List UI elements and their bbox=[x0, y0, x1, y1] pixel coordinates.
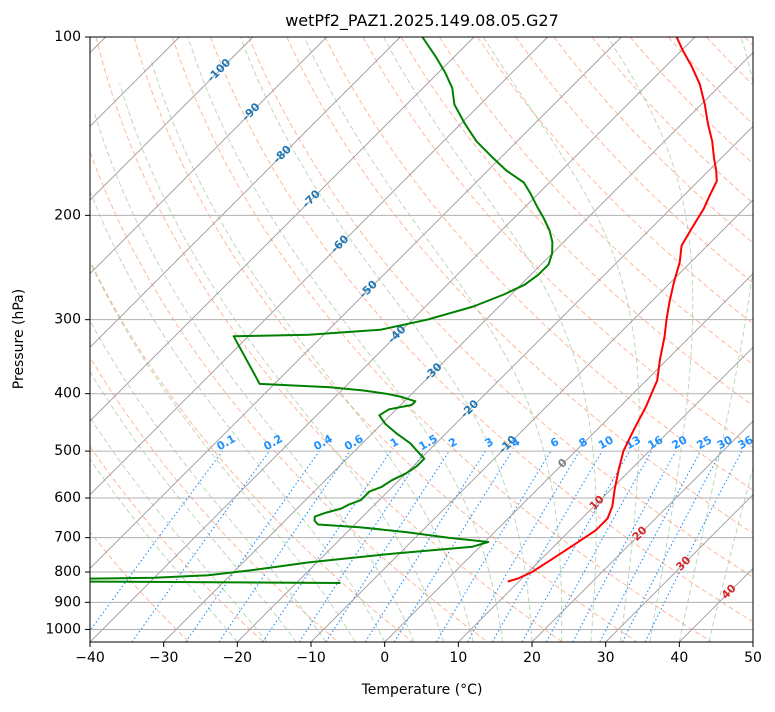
y-tick-label: 700 bbox=[54, 530, 81, 546]
x-tick-label: 30 bbox=[597, 650, 615, 666]
y-tick-label: 400 bbox=[54, 386, 81, 402]
x-axis-label: Temperature (°C) bbox=[361, 682, 483, 698]
x-tick-label: 50 bbox=[744, 650, 762, 666]
y-tick-label: 100 bbox=[54, 29, 81, 45]
y-tick-label: 300 bbox=[54, 312, 81, 328]
x-tick-label: 40 bbox=[670, 650, 688, 666]
x-tick-label: −20 bbox=[223, 650, 253, 666]
y-axis-label: Pressure (hPa) bbox=[11, 289, 27, 389]
x-tick-label: −40 bbox=[75, 650, 105, 666]
x-tick-label: −10 bbox=[296, 650, 326, 666]
y-tick-label: 600 bbox=[54, 490, 81, 506]
x-tick-label: −30 bbox=[149, 650, 179, 666]
x-tick-label: 0 bbox=[380, 650, 389, 666]
y-tick-label: 1000 bbox=[45, 621, 81, 637]
y-tick-label: 900 bbox=[54, 594, 81, 610]
y-tick-label: 500 bbox=[54, 443, 81, 459]
x-tick-label: 10 bbox=[449, 650, 467, 666]
x-tick-label: 20 bbox=[523, 650, 541, 666]
chart-title: wetPf2_PAZ1.2025.149.08.05.G27 bbox=[285, 11, 559, 31]
y-tick-label: 800 bbox=[54, 564, 81, 580]
y-tick-label: 200 bbox=[54, 207, 81, 223]
